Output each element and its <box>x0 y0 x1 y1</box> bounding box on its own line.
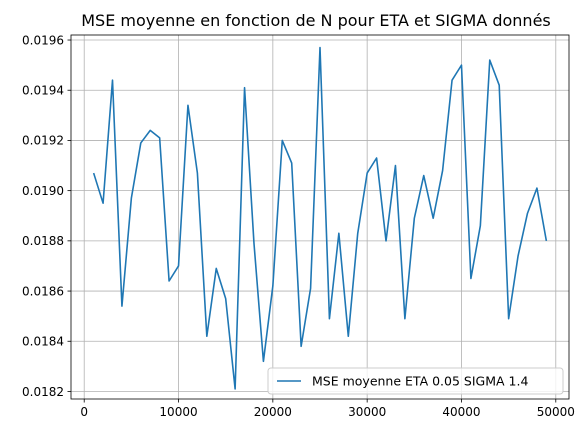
y-tick-label: 0.0186 <box>22 284 64 298</box>
legend-label: MSE moyenne ETA 0.05 SIGMA 1.4 <box>312 374 528 389</box>
x-tick-label: 10000 <box>159 405 197 419</box>
y-tick-label: 0.0194 <box>22 84 64 98</box>
series-layer <box>92 46 548 390</box>
x-tick-label: 20000 <box>254 405 292 419</box>
y-tick-label: 0.0192 <box>22 134 64 148</box>
chart-title: MSE moyenne en fonction de N pour ETA et… <box>81 11 551 30</box>
y-tick-label: 0.0184 <box>22 335 64 349</box>
x-tick-label: 50000 <box>537 405 575 419</box>
y-tick-label: 0.0182 <box>22 385 64 399</box>
y-tick-label: 0.0196 <box>22 33 64 47</box>
series-line <box>92 46 548 390</box>
x-tick-label: 40000 <box>442 405 480 419</box>
legend: MSE moyenne ETA 0.05 SIGMA 1.4 <box>267 367 564 395</box>
x-tick-label: 30000 <box>348 405 386 419</box>
grid <box>71 35 569 399</box>
plot-frame <box>70 34 570 400</box>
legend-box <box>267 367 564 395</box>
axis-ticks: 0 10000 20000 30000 40000 50000 0.0182 0.0184 0.… <box>22 33 575 419</box>
y-tick-label: 0.0188 <box>22 234 64 248</box>
y-tick-label: 0.0190 <box>22 184 64 198</box>
x-tick-label: 0 <box>80 405 88 419</box>
